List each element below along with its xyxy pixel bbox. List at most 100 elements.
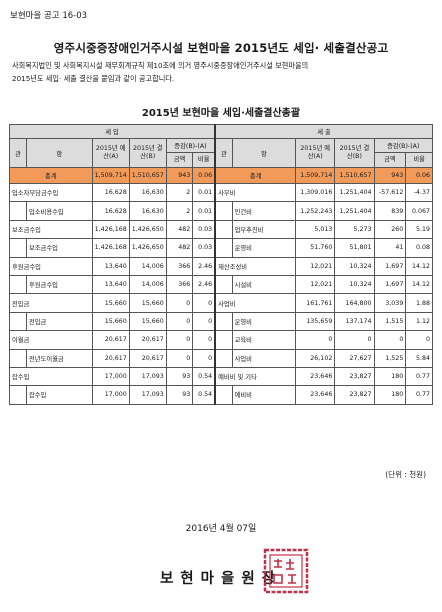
gwan-cell: 재산조성비 — [214, 256, 297, 276]
value-cell: 0.77 — [405, 385, 433, 405]
value-cell: 0.54 — [192, 366, 216, 387]
value-cell: 0 — [165, 348, 194, 368]
indent-cell — [9, 385, 27, 405]
value-cell: 0.54 — [192, 385, 216, 405]
notice-date: 2016년 4월 07일 — [185, 524, 257, 534]
value-cell: 1,252,243 — [295, 201, 336, 221]
total-label: 총계 — [9, 167, 93, 184]
hang-cell: 입소비용수입 — [25, 201, 93, 221]
value-cell: 1,309,016 — [295, 182, 336, 203]
gwan-cell: 전입금 — [9, 293, 93, 313]
value-cell: 20,617 — [91, 330, 130, 350]
value-cell: 1,426,650 — [128, 238, 167, 258]
value-cell: 93 — [165, 385, 194, 405]
table-row: 후원금수입 13,640 14,006 366 2.46 시설비 12,021 10,324 1… — [9, 274, 433, 295]
settlement-table: 세 입 세 출 관 항 2015년 예산(A) 2015년 결산(B) 증감(B… — [9, 124, 434, 405]
budget-header: 2015년 예산(A) — [295, 138, 336, 168]
value-cell: 0 — [192, 348, 216, 368]
value-cell: 16,630 — [128, 201, 167, 221]
indent-cell — [9, 201, 27, 221]
value-cell: 260 — [373, 219, 407, 240]
value-cell: 23,827 — [334, 385, 375, 405]
value-cell: 482 — [165, 219, 194, 240]
gwan-cell: 예비비 및 기타 — [214, 366, 297, 387]
value-cell: 180 — [373, 366, 407, 387]
indent-cell — [9, 274, 27, 295]
value-cell: 13,640 — [91, 274, 130, 295]
value-cell: 10,324 — [334, 274, 375, 295]
hang-cell: 보조금수입 — [25, 238, 93, 258]
value-cell: 0.08 — [405, 238, 433, 258]
value-cell: 3,039 — [373, 293, 407, 313]
table-row: 입소비용수입 16,628 16,630 2 0.01 인건비 1,252,243 1,251… — [9, 201, 433, 221]
hang-cell: 전입금 — [25, 311, 93, 332]
hang-cell: 후원금수입 — [25, 274, 93, 295]
value-cell: 180 — [373, 385, 407, 405]
value-cell: 1,426,168 — [91, 219, 130, 240]
value-cell: 0.01 — [192, 201, 216, 221]
value-cell: 0.01 — [192, 182, 216, 203]
income-header: 세 입 — [9, 124, 216, 139]
indent-cell — [214, 348, 233, 368]
amount-header: 금액 — [165, 152, 194, 168]
value-cell: 15,660 — [128, 311, 167, 332]
total-label: 총계 — [214, 167, 297, 184]
intro-line: 사회복지법인 및 사회복지시설 재무회계규칙 제10조에 의거 영주시중증장애인… — [12, 61, 309, 70]
value-cell: 51,760 — [295, 238, 336, 258]
table-title: 2015년 보현마을 세입·세출결산총괄 — [141, 108, 301, 119]
budget-header: 2015년 예산(A) — [91, 138, 130, 168]
gwan-cell: 잡수입 — [9, 366, 93, 387]
value-cell: 0.067 — [405, 201, 433, 221]
total-cell: 1,509,714 — [295, 167, 336, 184]
gwan-cell: 보조금수입 — [9, 219, 93, 240]
table-row: 전입금 15,660 15,660 0 0 사업비 161,761 164,800 3,039 1… — [9, 293, 433, 313]
indent-cell — [214, 385, 233, 405]
amount-header: 금액 — [373, 152, 407, 168]
value-cell: 51,801 — [334, 238, 375, 258]
value-cell: 5.84 — [405, 348, 433, 368]
value-cell: 14,006 — [128, 256, 167, 276]
table-row: 이월금 20,617 20,617 0 0 교육비 0 0 0 0 — [9, 330, 433, 350]
value-cell: -4.37 — [405, 182, 433, 203]
value-cell: 0 — [192, 330, 216, 350]
value-cell: 23,646 — [295, 385, 336, 405]
value-cell: 0 — [165, 293, 194, 313]
value-cell: 1.88 — [405, 293, 433, 313]
value-cell: 26,102 — [295, 348, 336, 368]
value-cell: 20,617 — [128, 348, 167, 368]
hang-cell: 예비비 — [231, 385, 297, 405]
value-cell: 1,697 — [373, 256, 407, 276]
gwan-cell: 사업비 — [214, 293, 297, 313]
value-cell: 27,627 — [334, 348, 375, 368]
value-cell: 0 — [295, 330, 336, 350]
value-cell: 839 — [373, 201, 407, 221]
value-cell: 10,324 — [334, 256, 375, 276]
value-cell: 482 — [165, 238, 194, 258]
value-cell: 17,093 — [128, 385, 167, 405]
hang-cell: 운영비 — [231, 311, 297, 332]
table-row: 입소자부담금수입 16,628 16,630 2 0.01 사무비 1,309,016 1,2… — [9, 182, 433, 203]
indent-cell — [214, 330, 233, 350]
value-cell: 23,646 — [295, 366, 336, 387]
value-cell: 1,697 — [373, 274, 407, 295]
value-cell: 13,640 — [91, 256, 130, 276]
intro-paragraph: 사회복지법인 및 사회복지시설 재무회계규칙 제10조에 의거 영주시중증장애인… — [12, 59, 432, 85]
value-cell: 1,525 — [373, 348, 407, 368]
value-cell: 1,426,650 — [128, 219, 167, 240]
value-cell: -57,612 — [373, 182, 407, 203]
value-cell: 0 — [405, 330, 433, 350]
table-row: 보조금수입 1,426,168 1,426,650 482 0.03 운영비 51,760 5… — [9, 238, 433, 258]
official-seal-icon — [263, 548, 309, 594]
value-cell: 0.77 — [405, 366, 433, 387]
ratio-header: 비율 — [192, 152, 216, 168]
value-cell: 2.46 — [192, 256, 216, 276]
value-cell: 2.46 — [192, 274, 216, 295]
value-cell: 1,515 — [373, 311, 407, 332]
table-row: 잡수입 17,000 17,093 93 0.54 예비비 및 기타 23,646 23,82… — [9, 366, 433, 387]
gwan-cell: 이월금 — [9, 330, 93, 350]
value-cell: 0.03 — [192, 219, 216, 240]
hang-cell: 업무추진비 — [231, 219, 297, 240]
value-cell: 164,800 — [334, 293, 375, 313]
value-cell: 16,630 — [128, 182, 167, 203]
hang-cell: 잡수입 — [25, 385, 93, 405]
